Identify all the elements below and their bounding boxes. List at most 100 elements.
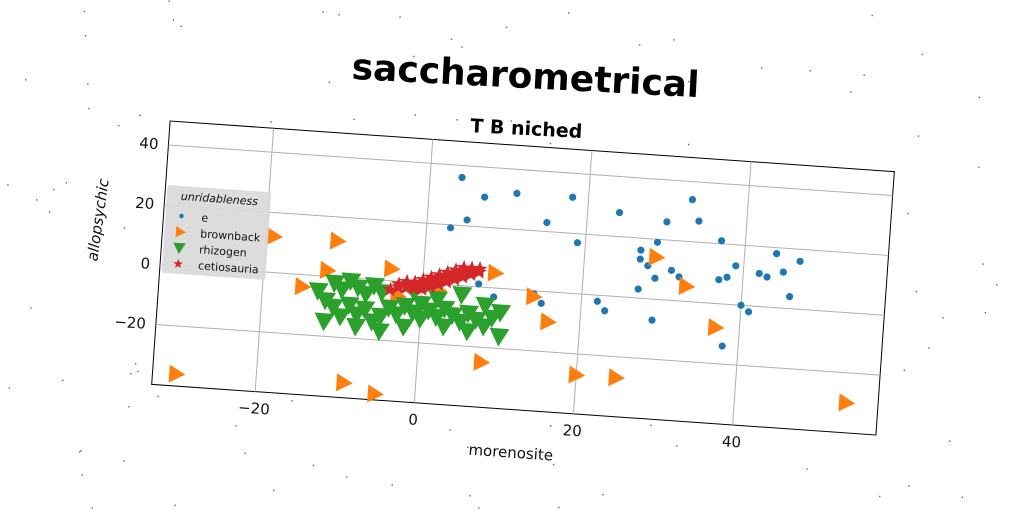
speckle [139,114,141,116]
data-point-e [513,189,521,197]
speckle [172,19,175,21]
data-point-brownback [838,393,856,412]
speckle [496,128,498,130]
speckle [79,451,81,453]
data-point-e [569,193,577,201]
speckle [328,81,330,83]
data-point-cetiosauria [431,267,447,282]
speckle [88,107,90,110]
speckle [25,79,27,81]
legend: unridableness e brownbackrhizogencetiosaur… [161,185,272,280]
speckle [676,445,678,447]
speckle [469,495,471,497]
y-gridline [168,144,893,197]
data-point-e [636,255,644,263]
speckle [942,317,944,319]
data-point-e [481,193,489,201]
speckle [87,83,89,85]
tick-labels: −20 0 20 40 −20 0 20 40 [114,134,742,452]
data-point-rhizogen [330,307,351,327]
speckle [36,199,38,201]
chart-subtitle: T B niched [470,115,583,143]
data-point-e [717,237,726,245]
speckle [978,166,980,168]
data-point-brownback [329,231,347,250]
speckle [461,46,463,48]
data-point-brownback [168,364,186,383]
x-gridline [732,161,752,426]
speckle [180,25,182,27]
speckle [8,387,10,389]
data-point-rhizogen [457,322,478,342]
data-point-e [695,217,703,225]
chart-title: saccharometrical [351,47,701,106]
data-point-rhizogen [355,300,376,320]
speckle [414,114,416,116]
data-point-e [593,297,601,305]
speckle [928,347,930,349]
legend-label: cetiosauria [198,259,259,276]
data-point-e [601,307,609,315]
speckle [915,291,917,293]
speckle [353,118,355,121]
data-point-cetiosauria [439,273,455,289]
speckle [270,121,272,123]
data-point-brownback [487,263,505,282]
speckle [30,307,32,309]
data-point-rhizogen [314,312,335,332]
data-point-cetiosauria [391,276,407,292]
speckle [235,425,237,427]
y-gridline [164,204,889,256]
legend-label: brownback [200,227,261,244]
data-point-brownback [707,318,725,337]
speckle [467,446,469,448]
speckle [449,429,451,431]
data-point-cetiosauria [431,276,447,291]
y-tick-label: 20 [135,194,155,213]
data-point-brownback [540,312,557,331]
speckle [118,124,120,127]
data-point-rhizogen [346,317,367,337]
data-point-rhizogen [489,327,510,347]
x-tick-label: 40 [721,432,741,451]
speckle [982,263,984,265]
data-point-e [474,280,483,288]
data-point-e [651,274,659,282]
speckle [48,211,51,213]
data-point-cetiosauria [382,281,399,297]
speckle [639,44,641,46]
data-point-rhizogen [410,310,431,329]
speckle [80,450,82,452]
data-point-cetiosauria [439,264,456,280]
speckle [338,14,340,16]
data-point-brownback [294,277,312,296]
data-point-rhizogen [394,318,415,337]
data-point-cetiosauria [455,268,471,284]
speckle [83,10,86,13]
data-point-e [718,342,726,350]
speckle [871,14,873,17]
legend-marker-cetiosauria [173,258,183,269]
speckle [135,363,137,365]
legend-box [161,185,272,280]
data-point-cetiosauria [399,273,415,289]
grid [155,128,893,426]
x-tick-label: 0 [408,410,419,429]
speckle [879,495,881,498]
speckle [84,35,87,37]
data-point-rhizogen [308,282,329,301]
speckle [693,86,695,88]
speckle [688,80,690,83]
data-point-cetiosauria [463,266,480,282]
y-axis-label: allopsychic [83,177,112,263]
data-point-e [796,257,804,265]
speckle [984,311,987,314]
data-point-rhizogen [323,298,344,317]
data-point-e [543,218,551,227]
speckle [863,74,865,76]
data-point-rhizogen [369,322,390,342]
data-point-e [667,266,676,274]
y-tick-label: −20 [114,313,147,333]
data-point-e [723,273,731,281]
